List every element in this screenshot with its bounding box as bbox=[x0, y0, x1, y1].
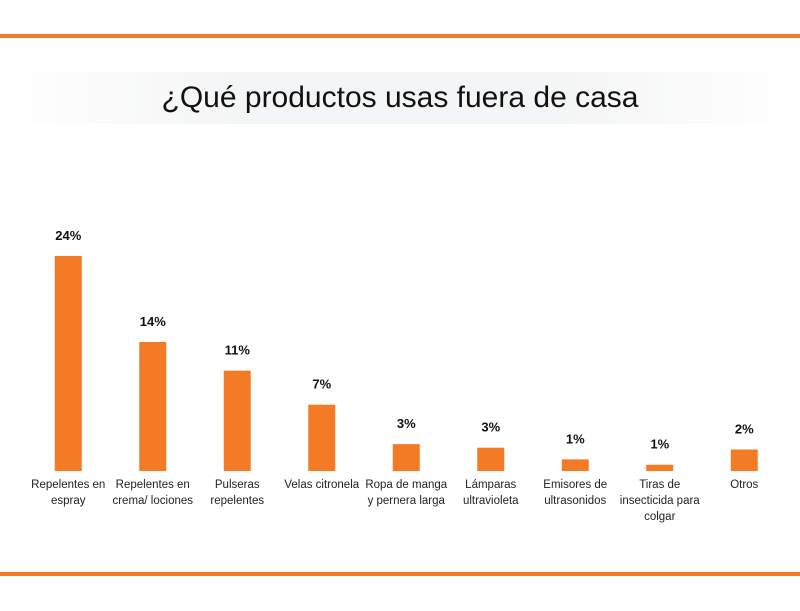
bar bbox=[392, 444, 420, 471]
data-label: 7% bbox=[312, 377, 331, 392]
bar bbox=[139, 342, 167, 471]
chart-title: ¿Qué productos usas fuera de casa bbox=[0, 72, 800, 124]
category-label: Emisores de ultrasonidos bbox=[543, 479, 608, 507]
bar bbox=[730, 449, 758, 471]
data-label: 1% bbox=[650, 437, 669, 452]
data-label: 11% bbox=[225, 343, 251, 358]
data-label: 1% bbox=[566, 431, 585, 446]
bar bbox=[223, 370, 251, 471]
category-label: Repelentes en espray bbox=[31, 479, 106, 507]
bar bbox=[308, 404, 336, 471]
top-rule bbox=[0, 34, 800, 38]
data-label: 3% bbox=[481, 420, 500, 435]
bottom-rule bbox=[0, 572, 800, 576]
category-label: Pulseras repelentes bbox=[210, 479, 265, 507]
category-label: Velas citronela bbox=[284, 479, 360, 491]
category-label: Ropa de manga y pernera larga bbox=[365, 479, 448, 507]
bar bbox=[477, 447, 505, 471]
category-label: Tiras de insecticida para colgar bbox=[619, 479, 700, 523]
data-label: 24% bbox=[55, 228, 81, 243]
bar bbox=[561, 459, 589, 471]
category-label: Otros bbox=[730, 479, 759, 491]
category-label: Lámparas ultravioleta bbox=[462, 479, 519, 507]
bar bbox=[646, 464, 674, 471]
data-label: 14% bbox=[140, 314, 166, 329]
category-label: Repelentes en crema/ lociones bbox=[112, 479, 194, 507]
bar bbox=[54, 256, 82, 471]
data-label: 3% bbox=[397, 416, 416, 431]
data-label: 2% bbox=[735, 422, 754, 437]
